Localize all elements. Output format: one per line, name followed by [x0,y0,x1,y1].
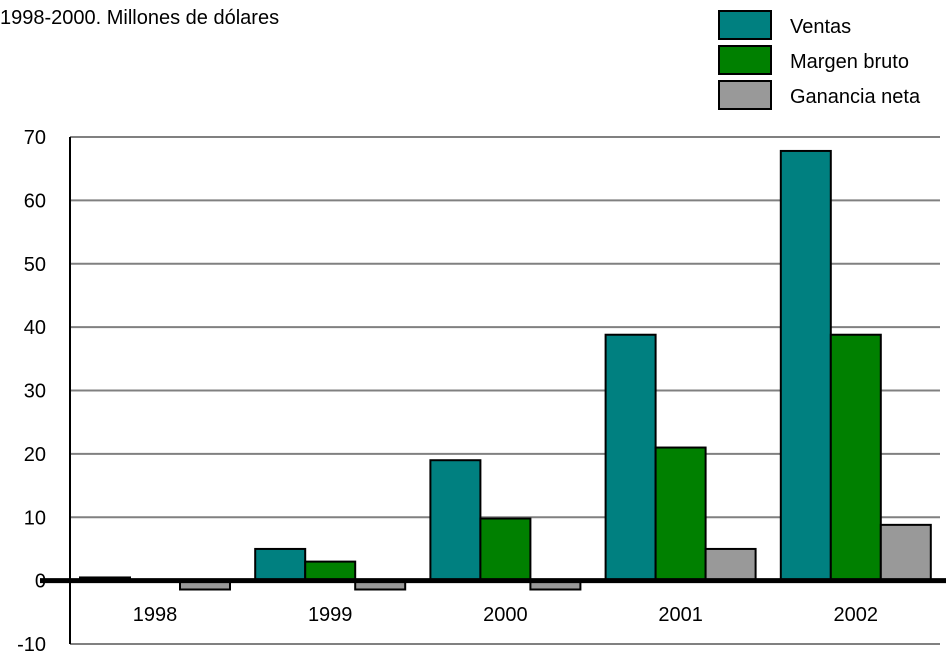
legend-label: Ganancia neta [790,86,921,108]
bar-margen-bruto-1999 [304,560,357,582]
y-tick-label: 20 [24,444,46,466]
legend-swatch [718,45,772,75]
bar-ventas-2002 [779,149,832,582]
legend: Ventas Margen bruto Ganancia neta [718,10,921,110]
y-tick-label: 70 [24,127,46,149]
bar-margen-bruto-2000 [479,517,532,582]
chart-title: 1998-2000. Millones de dólares [0,7,279,29]
legend-label: Margen bruto [790,51,909,73]
y-tick-label: 30 [24,381,46,403]
x-axis: 1998 1999 2000 2001 2002 [40,578,946,626]
bar-margen-bruto-2001 [654,446,707,582]
bar-margen-bruto-2002 [829,333,882,582]
gridlines [70,136,940,645]
y-axis: -10010203040506070 [17,127,71,651]
legend-swatch [718,80,772,110]
legend-swatch [718,10,772,40]
bar-ventas-2000 [429,459,482,582]
y-tick-label: 10 [24,507,46,529]
bar-ventas-2001 [604,333,657,582]
y-tick-label: 40 [24,317,46,339]
bars [79,149,932,591]
bar-ventas-1999 [254,547,307,582]
bar-ganancia-neta-2002 [879,523,932,582]
x-tick-label: 2000 [483,604,528,626]
legend-label: Ventas [790,16,851,38]
x-tick-label: 1998 [133,604,178,626]
x-tick-label: 2002 [834,604,879,626]
y-tick-label: 50 [24,254,46,276]
y-tick-label: 60 [24,190,46,212]
bar-ganancia-neta-2001 [704,547,757,582]
x-tick-label: 1999 [308,604,353,626]
x-tick-label: 2001 [658,604,703,626]
y-tick-label: -10 [17,634,46,651]
